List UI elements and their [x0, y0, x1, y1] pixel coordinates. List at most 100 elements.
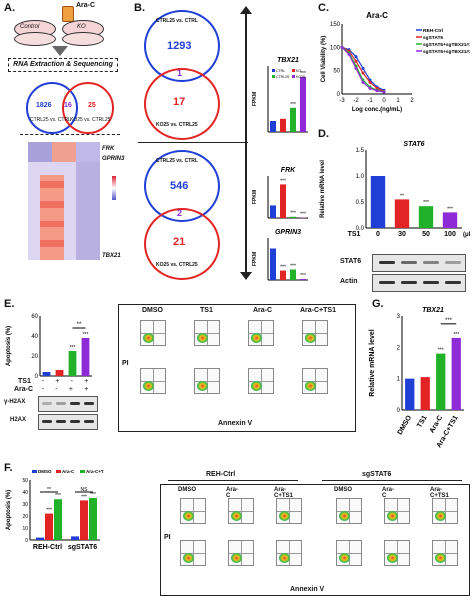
flow-plot	[180, 498, 206, 524]
gene-tbx21: TBX21	[102, 253, 121, 259]
heatmap-cell	[64, 161, 76, 169]
flow-f-title: Ara-C	[382, 487, 395, 499]
heatmap-cell	[76, 220, 88, 228]
venn-left-label: CTRL25 vs. CTRL	[30, 117, 71, 123]
sign: -	[41, 378, 44, 385]
flow-quadrant-h	[303, 381, 327, 382]
sign: +	[84, 386, 89, 393]
bar	[80, 500, 88, 540]
bar	[45, 513, 53, 540]
heatmap-cell	[76, 227, 88, 234]
y-tick-label: 40	[31, 334, 38, 340]
heatmap-cell	[52, 168, 64, 175]
flow-quadrant-h	[141, 381, 165, 382]
venn-right-value: 25	[88, 102, 96, 109]
flow-f-title: Ara-C+TS1	[430, 487, 449, 499]
sig-label: ***	[438, 348, 444, 354]
legend-label: DMSO	[38, 469, 52, 474]
flow-plot	[194, 320, 220, 346]
heatmap-cell	[40, 253, 52, 260]
blot-band	[42, 420, 52, 423]
heatmap-cell	[76, 207, 88, 215]
heatmap-cell	[64, 233, 76, 241]
blot-band	[42, 402, 52, 405]
sig-label: ***	[81, 494, 87, 500]
flow-quadrant-h	[337, 553, 361, 554]
heatmap-cell	[28, 142, 40, 149]
legend-label: CTRL	[276, 69, 285, 73]
heatmap-cell	[28, 174, 40, 182]
heatmap-cell	[28, 168, 40, 175]
heatmap-cell	[52, 207, 64, 215]
x-prefix-label: TS1	[348, 231, 361, 238]
y-axis-label: FPKM	[252, 92, 258, 106]
flow-plot	[384, 498, 410, 524]
data-point	[354, 59, 358, 63]
data-point	[382, 90, 386, 94]
sign: +	[55, 378, 60, 385]
flow-quadrant-h	[303, 333, 327, 334]
flow-grid-f	[160, 484, 470, 596]
y-tick-label: 30	[22, 502, 28, 508]
flow-quadrant-h	[277, 553, 301, 554]
heatmap-cell	[76, 253, 88, 260]
heatmap-cell	[76, 161, 88, 169]
flow-cloud	[305, 381, 316, 391]
flow-f-group-1: sgSTAT6	[362, 471, 392, 478]
blot-band	[70, 420, 80, 423]
heatmap-cell	[52, 233, 64, 241]
panel-a-label: A.	[4, 2, 15, 14]
y-tick-label: 20	[31, 354, 38, 360]
bar	[54, 499, 62, 540]
flow-cloud	[387, 553, 398, 563]
top-venn-label-bottom: KO25 vs. CTRL25	[156, 122, 198, 128]
flow-e-title-2: Ara-C	[253, 307, 273, 314]
y-tick-label: 0	[397, 408, 401, 414]
flow-f-title: Ara-C	[226, 487, 239, 499]
flow-cloud	[197, 333, 208, 343]
x-axis-label: Log conc.(ng/mL)	[352, 107, 402, 113]
sig-label: ***	[447, 206, 453, 212]
y-tick-label: 0	[25, 538, 28, 544]
heatmap-cell	[76, 240, 88, 247]
y-tick-label: 150	[330, 22, 341, 28]
flow-cloud	[435, 553, 446, 563]
panel-a: A. Ara-C Control KO RNA Extraction & Seq…	[0, 0, 130, 300]
blot-band	[70, 402, 80, 405]
flow-cloud	[143, 333, 154, 343]
heatmap-cell	[64, 181, 76, 188]
heatmap-cell	[88, 187, 100, 195]
x-tick-label: TS1	[416, 414, 429, 429]
sign: +	[84, 378, 89, 385]
flow-quadrant-h	[229, 553, 253, 554]
chart-title: FRK	[281, 167, 296, 174]
heatmap-cell	[28, 246, 40, 254]
heatmap-cell	[40, 207, 52, 215]
blot-h2ax-label: H2AX	[10, 417, 27, 423]
y-tick-label: 1.0	[356, 174, 365, 180]
heatmap-cell	[64, 187, 76, 195]
heatmap-cell	[76, 194, 88, 201]
flow-cloud	[305, 333, 316, 343]
flow-quadrant-h	[433, 511, 457, 512]
flow-cloud	[435, 511, 446, 521]
x-tick-label: -3	[339, 98, 345, 104]
flow-grid-e	[118, 304, 356, 432]
sig-label: NS	[81, 487, 89, 493]
dish-ko-label: KO	[77, 24, 86, 30]
flow-cloud	[251, 333, 262, 343]
data-point	[340, 45, 344, 49]
heatmap-cell	[88, 233, 100, 241]
x-tick-label: sgSTAT6	[68, 544, 97, 551]
x-tick-label: 100	[444, 231, 456, 238]
data-point	[354, 55, 358, 59]
dish-ko-2	[62, 32, 104, 46]
heatmap-cell	[52, 240, 64, 247]
arac-signs: - - + +	[36, 386, 94, 393]
sig-label: ***	[445, 318, 453, 324]
data-point	[361, 71, 365, 75]
drug-tube-icon	[62, 6, 74, 22]
flow-f-title: DMSO	[178, 487, 196, 493]
y-tick-label: 40	[22, 490, 28, 496]
bar	[370, 176, 386, 228]
